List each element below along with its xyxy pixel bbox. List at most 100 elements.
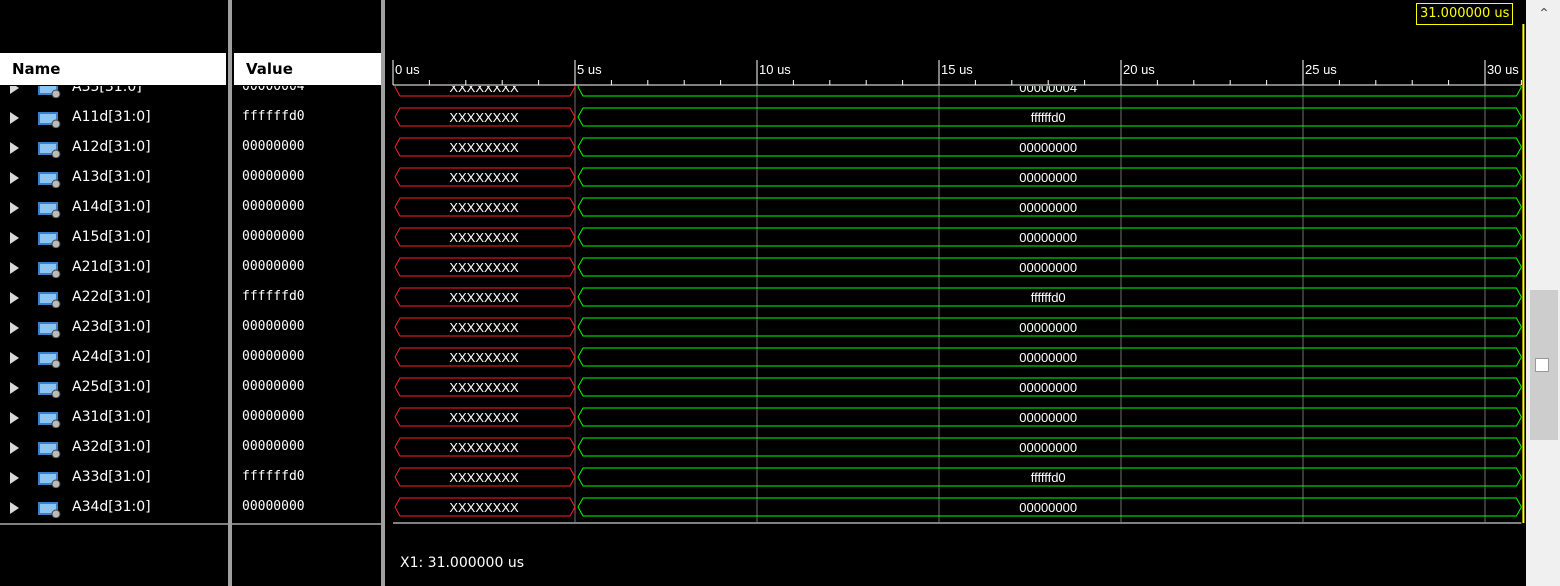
undefined-bus-segment — [394, 467, 576, 487]
value-pane: Value 00000004 ffffffd0 00000000 00000000 00… — [232, 0, 381, 586]
waveform-value-label: 00000000 — [1019, 140, 1077, 155]
vertical-scrollbar[interactable]: ⌃ — [1528, 0, 1560, 586]
defined-bus-segment — [577, 377, 1522, 397]
ruler-tick-label: 0 us — [395, 62, 420, 77]
signal-name-list: A35[31:0] A11d[31:0] A12d[31:0] A13d[31:0] A… — [0, 86, 228, 523]
bus-signal-icon — [38, 289, 62, 309]
x1-readout: X1: 31.000000 us — [400, 555, 524, 571]
undefined-bus-segment — [394, 317, 576, 337]
signal-row[interactable]: A32d[31:0] — [0, 432, 228, 462]
bus-signal-icon — [38, 379, 62, 399]
signal-value: 00000000 — [242, 379, 305, 394]
signal-name: A31d[31:0] — [72, 409, 151, 425]
divider — [232, 523, 381, 525]
undefined-bus-segment — [394, 437, 576, 457]
cursor-time-label[interactable]: 31.000000 us — [1416, 3, 1514, 25]
expand-arrow-icon[interactable] — [10, 322, 19, 334]
signal-row[interactable]: A13d[31:0] — [0, 162, 228, 192]
signal-name: A32d[31:0] — [72, 439, 151, 455]
undefined-value-label: XXXXXXXX — [449, 500, 519, 515]
undefined-bus-segment — [394, 377, 576, 397]
ruler-tick-label: 10 us — [759, 62, 791, 77]
signal-row[interactable]: A23d[31:0] — [0, 312, 228, 342]
waveform-value-label: 00000004 — [1019, 80, 1077, 95]
expand-arrow-icon[interactable] — [10, 292, 19, 304]
signal-name: A24d[31:0] — [72, 349, 151, 365]
expand-arrow-icon[interactable] — [10, 142, 19, 154]
expand-arrow-icon[interactable] — [10, 442, 19, 454]
expand-arrow-icon[interactable] — [10, 232, 19, 244]
expand-arrow-icon[interactable] — [10, 472, 19, 484]
waveform-pane[interactable]: 0 us 5 us 10 us 15 us 20 us 25 us 30 us XXXXXXX… — [385, 0, 1526, 586]
bus-signal-icon — [38, 109, 62, 129]
expand-arrow-icon[interactable] — [10, 172, 19, 184]
undefined-bus-segment — [394, 497, 576, 517]
waveform-value-label: 00000000 — [1019, 260, 1077, 275]
undefined-value-label: XXXXXXXX — [449, 320, 519, 335]
defined-bus-segment — [577, 227, 1522, 247]
expand-arrow-icon[interactable] — [10, 202, 19, 214]
defined-bus-segment — [577, 107, 1522, 127]
bus-signal-icon — [38, 469, 62, 489]
ruler-tick-label: 15 us — [941, 62, 973, 77]
waveform-value-label: ffffffd0 — [1031, 470, 1066, 485]
undefined-bus-segment — [394, 137, 576, 157]
undefined-value-label: XXXXXXXX — [449, 440, 519, 455]
signal-value: 00000000 — [242, 139, 305, 154]
name-pane: Name A35[31:0] A11d[31:0] A12d[31:0] A13d[3… — [0, 0, 228, 586]
bus-signal-icon — [38, 349, 62, 369]
value-column-header[interactable]: Value — [234, 53, 381, 85]
signal-value: ffffffd0 — [242, 109, 305, 124]
signal-row[interactable]: A11d[31:0] — [0, 102, 228, 132]
undefined-value-label: XXXXXXXX — [449, 170, 519, 185]
waveform-value-label: 00000000 — [1019, 350, 1077, 365]
expand-arrow-icon[interactable] — [10, 352, 19, 364]
expand-arrow-icon[interactable] — [10, 502, 19, 514]
divider — [0, 523, 228, 525]
ruler-tick-label: 20 us — [1123, 62, 1155, 77]
signal-row[interactable]: A21d[31:0] — [0, 252, 228, 282]
undefined-value-label: XXXXXXXX — [449, 260, 519, 275]
signal-row[interactable]: A24d[31:0] — [0, 342, 228, 372]
signal-row[interactable]: A15d[31:0] — [0, 222, 228, 252]
signal-value: 00000000 — [242, 319, 305, 334]
expand-arrow-icon[interactable] — [10, 262, 19, 274]
signal-value-list: 00000004 ffffffd0 00000000 00000000 00000000… — [232, 86, 381, 523]
undefined-bus-segment — [394, 287, 576, 307]
undefined-bus-segment — [394, 227, 576, 247]
name-column-header[interactable]: Name — [0, 53, 226, 85]
expand-arrow-icon[interactable] — [10, 412, 19, 424]
signal-name: A13d[31:0] — [72, 169, 151, 185]
expand-arrow-icon[interactable] — [10, 382, 19, 394]
pane-splitter[interactable] — [228, 0, 232, 586]
pane-splitter[interactable] — [381, 0, 385, 586]
signal-row[interactable]: A25d[31:0] — [0, 372, 228, 402]
undefined-value-label: XXXXXXXX — [449, 140, 519, 155]
defined-bus-segment — [577, 497, 1522, 517]
signal-row[interactable]: A14d[31:0] — [0, 192, 228, 222]
waveform-value-label: ffffffd0 — [1031, 290, 1066, 305]
waveform-canvas[interactable]: 0 us 5 us 10 us 15 us 20 us 25 us 30 us XXXXXXX… — [385, 0, 1526, 586]
ruler-tick-label: 25 us — [1305, 62, 1337, 77]
signal-value: 00000000 — [242, 259, 305, 274]
signal-row[interactable]: A31d[31:0] — [0, 402, 228, 432]
expand-arrow-icon[interactable] — [10, 86, 19, 94]
undefined-value-label: XXXXXXXX — [449, 200, 519, 215]
expand-arrow-icon[interactable] — [10, 112, 19, 124]
signal-row[interactable]: A33d[31:0] — [0, 462, 228, 492]
signal-row[interactable]: A12d[31:0] — [0, 132, 228, 162]
signal-row[interactable]: A35[31:0] — [0, 86, 228, 102]
waveform-value-label: 00000000 — [1019, 380, 1077, 395]
defined-bus-segment — [577, 407, 1522, 427]
signal-row[interactable]: A34d[31:0] — [0, 492, 228, 522]
undefined-bus-segment — [394, 107, 576, 127]
signal-value: 00000000 — [242, 499, 305, 514]
undefined-value-label: XXXXXXXX — [449, 380, 519, 395]
bus-signal-icon — [38, 169, 62, 189]
ruler-tick-label: 30 us — [1487, 62, 1519, 77]
signal-row[interactable]: A22d[31:0] — [0, 282, 228, 312]
signal-value: ffffffd0 — [242, 289, 305, 304]
scroll-up-icon[interactable]: ⌃ — [1538, 6, 1550, 22]
signal-value: 00000000 — [242, 409, 305, 424]
defined-bus-segment — [577, 257, 1522, 277]
